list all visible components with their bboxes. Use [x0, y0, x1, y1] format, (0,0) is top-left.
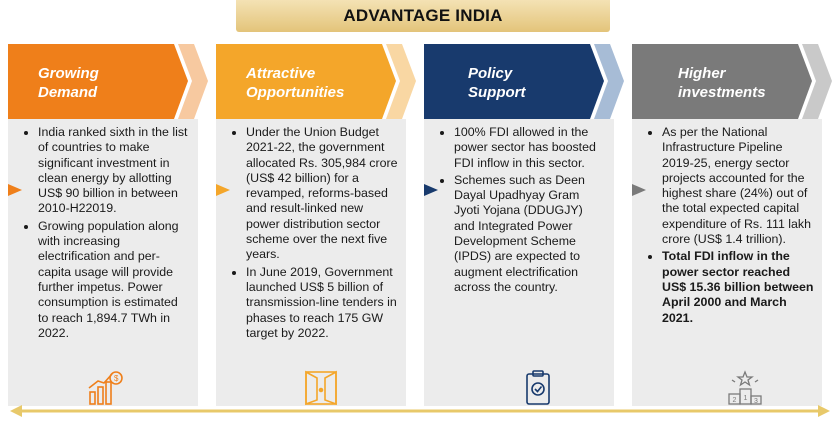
bullet-item: 100% FDI allowed in the power sector has… [454, 125, 606, 171]
bullet-item: Total FDI inflow in the power sector rea… [662, 249, 814, 325]
column-header: Higher investments [632, 44, 832, 119]
podium-icon: 2 1 3 [728, 370, 762, 405]
pointer-triangle-icon [424, 184, 438, 196]
pointer-triangle-icon [216, 184, 230, 196]
column-content-panel: As per the National Infrastructure Pipel… [632, 119, 822, 406]
bullet-item: Under the Union Budget 2021-22, the gove… [246, 125, 398, 263]
column-title: Attractive Opportunities [246, 65, 345, 101]
column-header: Policy Support [424, 44, 624, 119]
page-title: ADVANTAGE INDIA [343, 6, 503, 25]
column-title: Policy Support [468, 65, 526, 101]
column-policy-support: Policy Support 100% FDI allowed in the p… [424, 44, 624, 406]
pointer-triangle-icon [8, 184, 22, 196]
column-header: Growing Demand [8, 44, 208, 119]
pointer-triangle-icon [632, 184, 646, 196]
header-chevron-shape [8, 44, 208, 119]
bullet-item: In June 2019, Government launched US$ 5 … [246, 265, 398, 341]
column-content-panel: 100% FDI allowed in the power sector has… [424, 119, 614, 406]
column-header: Attractive Opportunities [216, 44, 416, 119]
open-door-icon [305, 370, 337, 406]
header-chevron-shape [216, 44, 416, 119]
svg-text:1: 1 [744, 395, 748, 402]
bullet-item: As per the National Infrastructure Pipel… [662, 125, 814, 247]
column-title: Growing Demand [38, 65, 99, 101]
bullet-item: Schemes such as Deen Dayal Upadhyay Gram… [454, 173, 606, 295]
column-higher-investments: Higher investments As per the National I… [632, 44, 832, 406]
column-growing-demand: Growing Demand India ranked sixth in the… [8, 44, 208, 406]
column-attractive-opportunities: Attractive Opportunities Under the Union… [216, 44, 416, 406]
policy-document-icon [526, 370, 550, 405]
timeline-double-arrow [10, 405, 830, 417]
column-title: Higher investments [678, 65, 766, 101]
growth-chart-icon: $ [88, 371, 123, 405]
column-content-panel: Under the Union Budget 2021-22, the gove… [216, 119, 406, 406]
column-content-panel: India ranked sixth in the list of countr… [8, 119, 198, 406]
bullet-item: Growing population along with increasing… [38, 219, 190, 341]
svg-text:$: $ [114, 374, 119, 383]
svg-text:2: 2 [733, 397, 737, 404]
bullet-item: India ranked sixth in the list of countr… [38, 125, 190, 217]
title-banner: ADVANTAGE INDIA [236, 0, 610, 32]
header-chevron-shape [632, 44, 832, 119]
svg-text:3: 3 [754, 398, 758, 405]
header-chevron-shape [424, 44, 624, 119]
